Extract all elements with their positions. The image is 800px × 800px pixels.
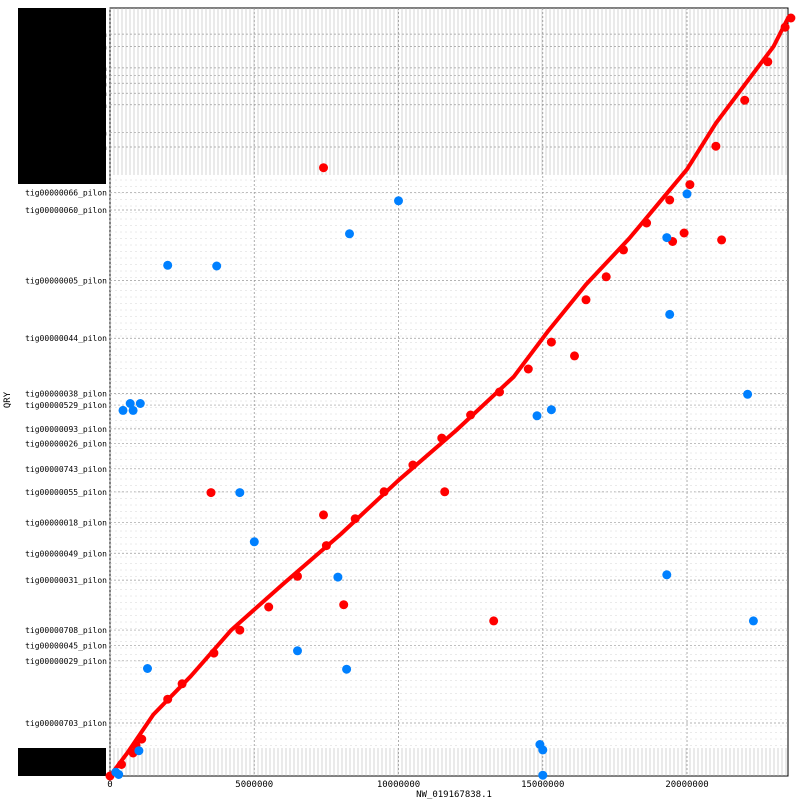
reverse-match-point (743, 389, 753, 399)
reverse-match-point (532, 411, 542, 421)
reverse-match-point (118, 405, 128, 415)
x-tick-label: 0 (107, 780, 112, 790)
reverse-match-point (345, 229, 354, 239)
y-tick-label: tig00000703_pilon (25, 719, 107, 728)
forward-match-point (339, 600, 349, 610)
y-tick-label: tig00000031_pilon (25, 576, 107, 585)
y-axis-title: QRY (3, 391, 13, 408)
reverse-match-point (342, 664, 352, 674)
forward-match-point (319, 163, 328, 173)
x-tick-label: 15000000 (521, 780, 564, 790)
reverse-match-point (135, 399, 145, 408)
y-tick-label: tig00000093_pilon (25, 425, 107, 434)
y-tick-label: tig00000005_pilon (25, 277, 107, 286)
forward-match-point (350, 514, 360, 524)
overlapping-labels-block (18, 8, 106, 184)
forward-match-point (163, 694, 173, 704)
reverse-match-point (235, 488, 245, 498)
y-tick-label: tig00000038_pilon (25, 390, 107, 399)
reverse-match-point (333, 572, 343, 582)
y-tick-label: tig00000060_pilon (25, 206, 107, 215)
y-tick-label: tig00000055_pilon (25, 488, 107, 497)
x-tick-label: 10000000 (377, 780, 420, 790)
y-tick-label: tig00000029_pilon (25, 657, 107, 666)
forward-match-point (763, 57, 773, 67)
forward-match-point (665, 195, 675, 205)
forward-match-point (466, 410, 476, 420)
reverse-match-point (662, 570, 672, 580)
reverse-match-point (394, 196, 403, 206)
forward-match-point (293, 571, 302, 581)
y-tick-label: tig00000018_pilon (25, 519, 107, 528)
forward-match-point (117, 760, 126, 769)
forward-match-point (206, 488, 216, 498)
forward-match-point (601, 272, 611, 282)
reverse-match-point (682, 189, 692, 199)
reverse-match-point (748, 616, 758, 626)
forward-match-point (523, 364, 533, 374)
y-tick-label: tig00000045_pilon (25, 641, 107, 650)
x-tick-label: 5000000 (235, 780, 273, 790)
y-tick-label: tig00000066_pilon (25, 188, 107, 197)
forward-match-point (209, 648, 219, 658)
forward-match-point (679, 228, 689, 238)
reverse-match-point (665, 309, 675, 319)
forward-match-point (440, 487, 450, 497)
overlapping-labels-block (18, 748, 106, 776)
forward-match-point (685, 180, 695, 190)
forward-match-point (717, 235, 727, 245)
reverse-match-point (538, 745, 548, 755)
forward-match-point (619, 245, 628, 255)
forward-match-point (319, 510, 328, 520)
reverse-match-point (293, 646, 302, 656)
reverse-match-point (114, 770, 124, 779)
forward-match-point (570, 351, 579, 361)
alignment-line-forward (108, 16, 790, 778)
forward-match-point (379, 487, 389, 497)
reverse-match-point (538, 770, 548, 780)
reverse-match-point (662, 233, 672, 243)
forward-match-point (740, 95, 750, 105)
y-tick-label: tig00000044_pilon (25, 334, 107, 343)
reverse-match-point (212, 261, 222, 271)
forward-match-point (546, 337, 556, 347)
forward-match-point (235, 625, 245, 635)
reverse-match-point (546, 405, 556, 415)
forward-match-point (177, 679, 187, 689)
forward-match-point (780, 22, 790, 32)
forward-match-point (321, 541, 331, 551)
forward-match-point (408, 460, 418, 470)
y-tick-label: tig00000529_pilon (25, 401, 107, 410)
reverse-match-point (128, 405, 138, 415)
reverse-match-point (125, 399, 135, 408)
reverse-match-point (134, 746, 144, 756)
y-tick-label: tig00000743_pilon (25, 465, 107, 474)
x-axis-title: NW_019167838.1 (416, 790, 492, 800)
forward-match-point (711, 141, 721, 151)
forward-match-point (786, 13, 796, 23)
forward-match-point (581, 295, 591, 305)
y-tick-label: tig00000026_pilon (25, 439, 107, 448)
y-tick-label: tig00000049_pilon (25, 549, 107, 558)
forward-match-point (489, 616, 499, 626)
reverse-match-point (249, 537, 259, 547)
forward-match-point (495, 387, 504, 397)
y-tick-label: tig00000708_pilon (25, 626, 107, 635)
forward-match-point (137, 734, 147, 744)
forward-match-point (437, 433, 447, 443)
forward-match-point (264, 602, 274, 612)
x-tick-label: 20000000 (665, 780, 708, 790)
forward-match-point (642, 218, 652, 228)
reverse-match-point (163, 260, 173, 270)
reverse-match-point (143, 664, 152, 673)
